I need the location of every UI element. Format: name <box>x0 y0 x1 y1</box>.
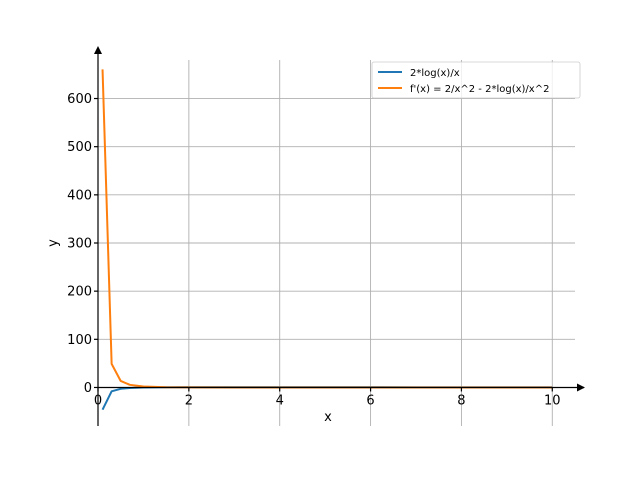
legend-label-1: 2*log(x)/x <box>410 68 460 79</box>
grid-layer <box>98 60 575 426</box>
series-layer <box>101 69 553 411</box>
y-tick-label: 300 <box>67 237 92 252</box>
y-axis-label: y <box>46 239 61 247</box>
x-tick-label: 4 <box>276 393 284 408</box>
series-line-2 <box>101 69 553 389</box>
y-tick-label: 0 <box>84 381 92 396</box>
legend-label-2: f'(x) = 2/x^2 - 2*log(x)/x^2 <box>410 84 549 95</box>
legend-box <box>371 61 581 99</box>
x-axis-arrow <box>577 383 585 392</box>
x-axis-label: x <box>324 410 332 425</box>
y-axis-arrow <box>94 46 102 54</box>
y-tick-label: 400 <box>67 188 92 203</box>
x-tick-label: 6 <box>366 393 374 408</box>
x-tick-label: 10 <box>544 393 561 408</box>
y-tick-label: 200 <box>67 285 92 300</box>
axes-layer <box>94 46 585 426</box>
y-tick-label: 500 <box>67 140 92 155</box>
series-line-1 <box>101 386 553 411</box>
y-tick-label: 100 <box>67 333 92 348</box>
x-tick-label: 8 <box>457 393 465 408</box>
y-tick-label: 600 <box>67 92 92 107</box>
x-tick-label: 0 <box>94 393 102 408</box>
legend: 2*log(x)/x f'(x) = 2/x^2 - 2*log(x)/x^2 <box>371 61 581 99</box>
x-tick-label: 2 <box>185 393 193 408</box>
